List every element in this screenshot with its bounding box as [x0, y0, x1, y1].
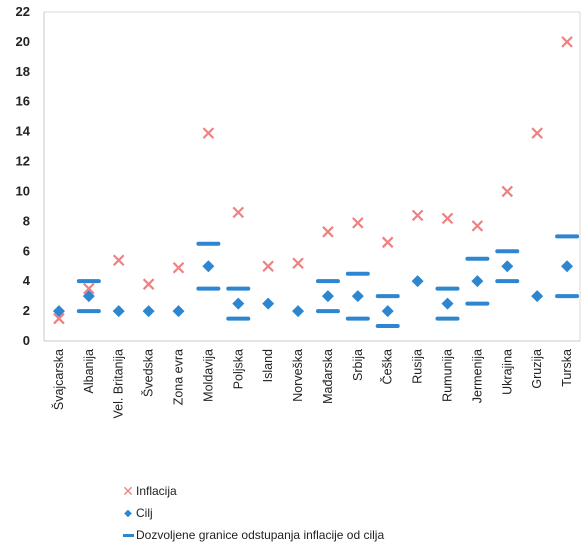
inflation-point-stroke: [112, 254, 125, 267]
band-series: [76, 234, 580, 329]
x-tick-label: Rusija: [411, 349, 425, 384]
target-point: [112, 305, 125, 318]
y-tick-label: 2: [23, 303, 30, 318]
target-series: [52, 260, 574, 318]
y-tick-label: 10: [16, 183, 30, 198]
inflation-point-stroke: [202, 127, 215, 139]
inflation-point: [202, 127, 215, 139]
x-tick-label: Island: [261, 349, 275, 382]
inflation-point-stroke: [262, 260, 274, 273]
inflation-point: [142, 278, 155, 290]
inflation-point-stroke: [232, 206, 245, 219]
dash-marker-icon: [122, 528, 134, 542]
inflation-point-stroke: [531, 127, 543, 139]
legend-label-band: Dozvoljene granice odstupanja inflacije …: [136, 528, 385, 542]
target-point: [142, 305, 155, 318]
x-tick-label: Mađarska: [321, 349, 335, 404]
target-point: [501, 260, 514, 273]
inflation-point: [441, 212, 454, 225]
inflation-point: [531, 127, 543, 139]
inflation-point: [381, 236, 394, 249]
target-point: [172, 305, 185, 318]
y-tick-label: 0: [23, 333, 30, 348]
target-point: [531, 290, 544, 303]
y-axis-ticks: 0 2 4 6 8 10 12 14 16 18 20 22: [16, 4, 31, 348]
inflation-point: [471, 220, 484, 232]
inflation-point: [232, 206, 245, 219]
target-point: [292, 305, 305, 318]
x-tick-label: Jermenija: [470, 349, 484, 403]
y-tick-label: 12: [16, 154, 30, 169]
x-tick-label: Poljska: [231, 349, 245, 389]
inflation-point: [292, 257, 304, 270]
target-point: [202, 260, 215, 273]
inflation-point: [262, 260, 274, 273]
inflation-point: [112, 254, 125, 267]
inflation-point-stroke: [142, 278, 155, 290]
y-tick-label: 14: [16, 124, 31, 139]
x-tick-label: Zona evra: [172, 349, 186, 405]
inflation-point-stroke: [381, 236, 394, 249]
x-tick-label: Švedska: [141, 349, 156, 397]
y-tick-label: 6: [23, 243, 30, 258]
inflation-point: [352, 217, 364, 229]
target-point: [232, 297, 245, 310]
legend: ✕ Inflacija ◆ Cilj Dozvoljene granice od…: [122, 480, 384, 546]
target-point: [471, 275, 484, 288]
inflation-series: [53, 36, 573, 325]
target-point: [381, 305, 394, 318]
inflation-point: [561, 36, 573, 48]
inflation-point: [53, 312, 65, 325]
y-tick-label: 8: [23, 213, 30, 228]
legend-label-inflation: Inflacija: [136, 484, 177, 498]
x-tick-label: Švajcarska: [51, 349, 66, 410]
x-tick-label: Moldavija: [201, 349, 215, 402]
y-tick-label: 22: [16, 4, 30, 19]
inflation-point-stroke: [172, 261, 185, 274]
inflation-point: [411, 209, 424, 222]
inflation-point-stroke: [53, 312, 65, 325]
target-point: [351, 290, 364, 303]
y-tick-label: 16: [16, 94, 30, 109]
x-tick-label: Vel. Britanija: [112, 349, 126, 419]
inflation-point: [322, 226, 334, 238]
target-point: [321, 290, 334, 303]
x-tick-label: Srbija: [351, 349, 365, 381]
target-point: [561, 260, 574, 273]
inflation-point-stroke: [501, 185, 514, 198]
inflation-point-stroke: [292, 257, 304, 270]
legend-item-band: Dozvoljene granice odstupanja inflacije …: [122, 524, 384, 546]
inflation-point-stroke: [352, 217, 364, 229]
x-tick-label: Rumunija: [441, 349, 455, 402]
x-axis-labels: Švajcarska Albanija Vel. Britanija Švedska Z…: [51, 349, 574, 419]
y-tick-label: 18: [16, 64, 30, 79]
diamond-marker-icon: ◆: [124, 507, 132, 519]
inflation-point-stroke: [561, 36, 573, 48]
target-point: [262, 297, 275, 310]
y-tick-label: 4: [23, 273, 31, 288]
inflation-point-stroke: [441, 212, 454, 225]
chart: 0 2 4 6 8 10 12 14 16 18 20 22 Švajcarska Albanija Ve…: [16, 4, 581, 419]
inflation-point: [172, 261, 185, 274]
target-point: [441, 297, 454, 310]
inflation-point-stroke: [322, 226, 334, 238]
inflation-point-stroke: [83, 282, 95, 295]
legend-item-target: ◆ Cilj: [122, 502, 384, 524]
y-tick-label: 20: [16, 34, 30, 49]
x-tick-label: Norveška: [291, 349, 305, 402]
x-tick-label: Albanija: [82, 349, 96, 394]
target-point: [411, 275, 424, 288]
legend-label-target: Cilj: [136, 506, 153, 520]
inflation-point: [501, 185, 514, 198]
x-tick-label: Češka: [380, 349, 395, 384]
x-marker-icon: ✕: [122, 482, 134, 499]
x-tick-label: Gruzija: [530, 349, 544, 389]
inflation-point: [83, 282, 95, 295]
legend-item-inflation: ✕ Inflacija: [122, 480, 384, 502]
inflation-point-stroke: [471, 220, 484, 232]
x-tick-label: Ukrajina: [500, 349, 514, 395]
x-tick-label: Turska: [560, 349, 574, 387]
inflation-point-stroke: [411, 209, 424, 222]
